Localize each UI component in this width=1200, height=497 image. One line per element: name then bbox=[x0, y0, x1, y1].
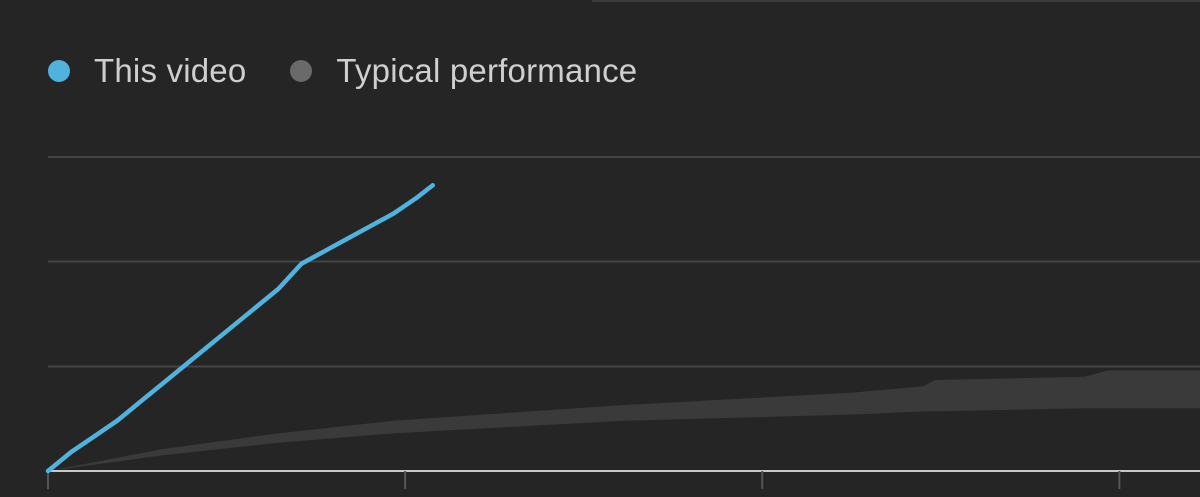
legend-label: Typical performance bbox=[336, 52, 638, 89]
legend-dot-icon bbox=[290, 60, 313, 82]
typical-performance-band bbox=[48, 370, 1200, 471]
legend-label: This video bbox=[94, 52, 247, 89]
top-divider bbox=[592, 0, 1200, 2]
legend-dot-icon bbox=[48, 60, 70, 82]
legend: This video Typical performance bbox=[48, 52, 681, 90]
legend-item-this-video[interactable]: This video bbox=[48, 52, 246, 90]
this-video-line bbox=[45, 183, 436, 474]
legend-item-typical-performance[interactable]: Typical performance bbox=[290, 52, 637, 90]
